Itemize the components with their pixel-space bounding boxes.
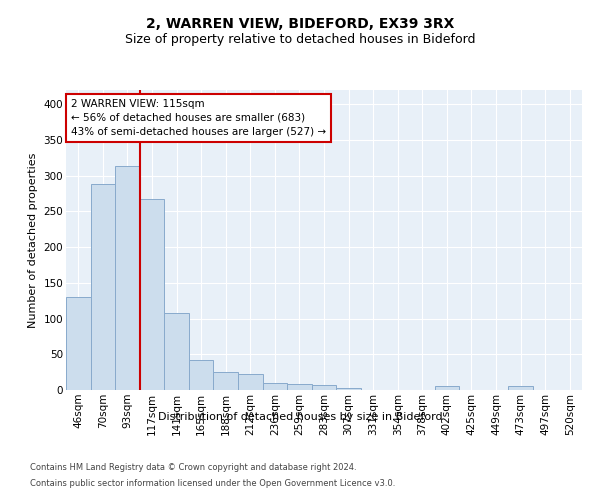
- Bar: [140, 198, 164, 390]
- Text: 2, WARREN VIEW, BIDEFORD, EX39 3RX: 2, WARREN VIEW, BIDEFORD, EX39 3RX: [146, 18, 454, 32]
- Bar: [189, 360, 214, 390]
- Bar: [164, 313, 189, 390]
- Bar: [214, 372, 238, 390]
- Text: Contains HM Land Registry data © Crown copyright and database right 2024.: Contains HM Land Registry data © Crown c…: [30, 464, 356, 472]
- Bar: [91, 184, 115, 390]
- Bar: [312, 385, 336, 390]
- Bar: [508, 386, 533, 390]
- Bar: [115, 166, 140, 390]
- Text: 2 WARREN VIEW: 115sqm
← 56% of detached houses are smaller (683)
43% of semi-det: 2 WARREN VIEW: 115sqm ← 56% of detached …: [71, 99, 326, 137]
- Bar: [263, 383, 287, 390]
- Bar: [238, 374, 263, 390]
- Bar: [66, 297, 91, 390]
- Text: Distribution of detached houses by size in Bideford: Distribution of detached houses by size …: [158, 412, 442, 422]
- Text: Contains public sector information licensed under the Open Government Licence v3: Contains public sector information licen…: [30, 478, 395, 488]
- Bar: [287, 384, 312, 390]
- Bar: [336, 388, 361, 390]
- Text: Size of property relative to detached houses in Bideford: Size of property relative to detached ho…: [125, 32, 475, 46]
- Y-axis label: Number of detached properties: Number of detached properties: [28, 152, 38, 328]
- Bar: [434, 386, 459, 390]
